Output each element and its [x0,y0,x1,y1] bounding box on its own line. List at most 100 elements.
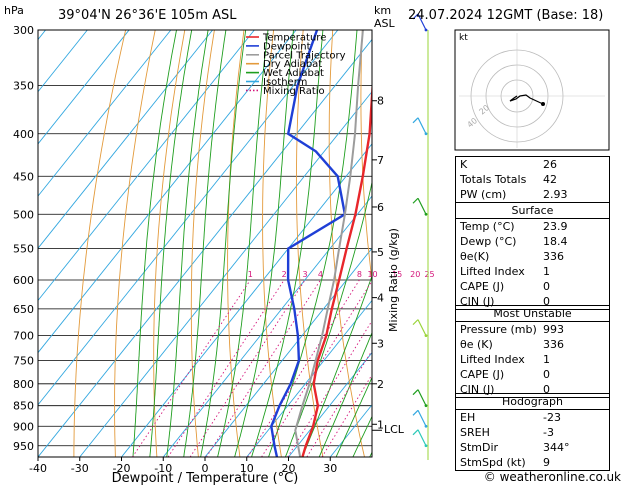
index-row-totals: Totals Totals 42 [460,173,557,186]
isotherm-line [79,90,372,457]
profile-lines [270,30,372,457]
wind-barb-flag [412,197,419,204]
km-tick-label: 8 [377,95,384,108]
pressure-tick-label: 850 [13,400,34,413]
mu-row-li: Lifted Index 1 [460,353,550,366]
wind-barb-flag [412,409,419,416]
isotherm-line [204,247,372,457]
altitude-axis: 8 7 6 5 4 3 2 1 [372,95,384,431]
background-lines [38,30,372,457]
pressure-axis: 300 350 400 450 500 550 600 650 700 750 800 850 900 9… [13,24,34,453]
dry-adiabat-line [73,30,127,457]
lcl-label: LCL [384,423,405,436]
wet-adiabat-line [335,376,372,457]
wind-barb-base [424,132,428,136]
wet-adiabat-line [318,331,372,457]
series-parcel-trajectory [294,30,364,457]
pressure-tick-label: 500 [13,208,34,221]
surface-row-cin: CIN (J) 0 [460,295,550,308]
wet-adiabat-line [166,30,209,457]
km-tick-label: 4 [377,292,384,305]
hodo-row-stmspd: StmSpd (kt) 9 [460,456,550,469]
legend-label: Parcel Trajectory [263,50,346,61]
km-tick-label: 2 [377,378,384,391]
dry-adiabat-line [153,30,186,457]
dry-adiabat-line [360,30,372,285]
mu-row-pressure: Pressure (mb) 993 [460,323,564,336]
wind-barb-base [424,444,428,448]
isotherm-line [38,30,213,249]
wet-adiabat-line [234,30,294,457]
temperature-tick-label: 10 [240,462,254,475]
wet-adiabat-line [149,30,193,457]
mixing-ratio-label: 2 [282,270,287,279]
mixing-ratio-label: 20 [410,270,420,279]
wind-barb-base [424,212,428,216]
pressure-tick-label: 700 [13,330,34,343]
mu-row-thetae: θe (K) 336 [460,338,564,351]
legend-label: Isotherm [263,77,307,88]
pressure-tick-label: 600 [13,274,34,287]
isotherm-line [121,143,372,457]
dry-adiabat-line [328,30,365,457]
isotherm-line [38,30,339,406]
mixing-ratio-line [132,279,251,457]
datetime-title: 24.07.2024 12GMT (Base: 18) [408,8,603,23]
dry-adiabat-line [227,30,245,457]
surface-row-thetae: θe(K) 336 [460,250,564,263]
isotherm-line [246,299,372,457]
wind-barbs [412,13,429,460]
wet-adiabat-line [217,30,269,457]
y2-axis-label: Mixing Ratio (g/kg) [387,228,400,332]
surface-row-temp: Temp (°C) 23.9 [460,220,568,233]
wind-barb-flag [412,319,419,326]
mixing-ratio-label: 15 [392,270,402,279]
dry-adiabat-line [262,30,282,457]
hodograph-table-title: Hodograph [502,395,563,408]
isotherm-line [38,30,130,145]
km-tick-label: 3 [377,337,384,350]
wet-adiabat-line [183,30,227,457]
legend-label: Wet Adiabat [263,68,324,79]
temperature-tick-label: -10 [154,462,172,475]
surface-row-li: Lifted Index 1 [460,265,550,278]
wind-barb [417,389,427,406]
wind-barb-flag [412,117,419,124]
wind-barb-base [424,424,428,428]
isotherm-line [38,30,172,197]
isotherm-line [162,195,372,457]
surface-row-cape: CAPE (J) 0 [460,280,550,293]
hodograph-kt-label: kt [459,33,468,43]
legend-label: Mixing Ratio [263,86,325,97]
index-row-k: K 26 [460,158,557,171]
wind-barb [417,197,427,215]
pressure-tick-label: 650 [13,303,34,316]
isotherm-line [38,38,372,457]
pressure-tick-label: 350 [13,80,34,93]
hodograph-storm-motion [541,102,545,106]
isotherm-line [288,351,372,457]
pressure-tick-label: 800 [13,378,34,391]
mixing-ratio-label: 1 [248,270,253,279]
index-row-pw: PW (cm) 2.93 [460,188,568,201]
hodograph-rings [459,33,605,148]
wet-adiabat-line [200,30,247,457]
legend-label: Dewpoint [263,41,311,52]
mixing-ratio-line [167,279,285,457]
temperature-tick-label: -20 [113,462,131,475]
km-label: km [374,4,391,17]
mixing-ratio-label: 8 [357,270,362,279]
temperature-tick-label: -30 [71,462,89,475]
wet-adiabat-line [284,180,372,457]
wind-barb-flag [412,429,419,436]
wind-barb-base [424,28,428,32]
surface-table: Surface Temp (°C) 23.9 Dewp (°C) 18.4 θe(K… [455,202,610,310]
x-axis-label: Dewpoint / Temperature (°C) [112,471,299,486]
most-unstable-table: Most Unstable Pressure (mb) 993 θe (K) 336… [455,305,610,398]
dry-adiabat-line [190,30,215,457]
hodograph-table: Hodograph EH -23 SREH -3 StmDir 344° StmSpd… [455,393,610,471]
km-tick-label: 7 [377,154,384,167]
wind-barb [417,429,427,447]
